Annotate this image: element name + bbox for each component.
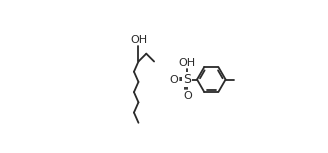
Text: OH: OH — [179, 58, 196, 68]
Text: O: O — [170, 75, 178, 84]
Text: OH: OH — [130, 35, 147, 45]
Text: S: S — [183, 73, 191, 86]
Text: O: O — [183, 91, 192, 101]
